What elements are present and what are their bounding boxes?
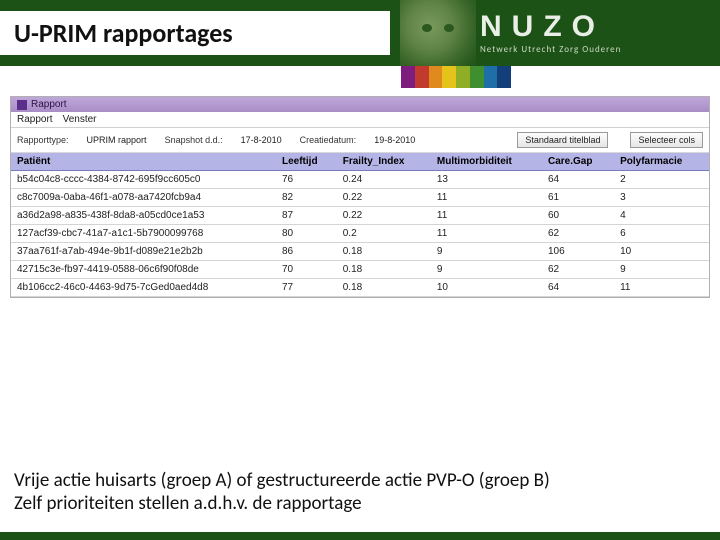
table-cell: 106: [542, 243, 614, 261]
nuzo-tagline: Netwerk Utrecht Zorg Ouderen: [480, 44, 720, 55]
meta-snapshot-value: 17-8-2010: [241, 135, 282, 145]
caption-line-1: Vrije actie huisarts (groep A) of gestru…: [14, 469, 710, 493]
slide-caption: Vrije actie huisarts (groep A) of gestru…: [14, 469, 710, 517]
table-cell: 11: [431, 207, 542, 225]
report-window: Rapport Rapport Venster Rapporttype: UPR…: [10, 96, 710, 298]
table-cell: 2: [614, 171, 709, 189]
column-header[interactable]: Care.Gap: [542, 153, 614, 171]
slide-header: U-PRIM rapportages NUZO Netwerk Utrecht …: [0, 0, 720, 66]
table-cell: 0.22: [337, 207, 431, 225]
column-header[interactable]: Patiënt: [11, 153, 276, 171]
table-cell: c8c7009a-0aba-46f1-a078-aa7420fcb9a4: [11, 189, 276, 207]
table-cell: 37aa761f-a7ab-494e-9b1f-d089e21e2b2b: [11, 243, 276, 261]
table-cell: 4b106cc2-46c0-4463-9d75-7cGed0aed4d8: [11, 279, 276, 297]
title-strip: U-PRIM rapportages: [0, 11, 390, 55]
window-titlebar[interactable]: Rapport: [11, 97, 709, 112]
table-cell: 9: [614, 261, 709, 279]
table-cell: 11: [431, 225, 542, 243]
nuzo-logo-block: NUZO Netwerk Utrecht Zorg Ouderen: [400, 0, 720, 66]
table-cell: 13: [431, 171, 542, 189]
table-cell: 0.18: [337, 261, 431, 279]
table-body: b54c04c8-cccc-4384-8742-695f9cc605c0760.…: [11, 171, 709, 297]
table-row[interactable]: 127acf39-cbc7-41a7-a1c1-5b7900099768800.…: [11, 225, 709, 243]
app-icon: [17, 100, 27, 110]
table-cell: 10: [614, 243, 709, 261]
column-header[interactable]: Multimorbiditeit: [431, 153, 542, 171]
color-bar: [442, 66, 456, 88]
color-bar: [415, 66, 429, 88]
table-cell: 11: [614, 279, 709, 297]
menubar: Rapport Venster: [11, 112, 709, 128]
table-cell: 87: [276, 207, 337, 225]
table-cell: 10: [431, 279, 542, 297]
table-cell: 6: [614, 225, 709, 243]
table-row[interactable]: 4b106cc2-46c0-4463-9d75-7cGed0aed4d8770.…: [11, 279, 709, 297]
column-header[interactable]: Leeftijd: [276, 153, 337, 171]
table-cell: 82: [276, 189, 337, 207]
table-cell: 9: [431, 261, 542, 279]
table-cell: 86: [276, 243, 337, 261]
column-header[interactable]: Frailty_Index: [337, 153, 431, 171]
table-cell: 76: [276, 171, 337, 189]
table-cell: 80: [276, 225, 337, 243]
color-bar: [401, 66, 415, 88]
table-cell: 64: [542, 171, 614, 189]
nuzo-logo-text: NUZO: [480, 12, 720, 42]
table-cell: 0.24: [337, 171, 431, 189]
color-bar: [484, 66, 498, 88]
table-cell: 0.18: [337, 243, 431, 261]
window-title: Rapport: [31, 99, 67, 110]
table-row[interactable]: 37aa761f-a7ab-494e-9b1f-d089e21e2b2b860.…: [11, 243, 709, 261]
report-meta-row: Rapporttype: UPRIM rapport Snapshot d.d.…: [11, 128, 709, 153]
color-bars: [401, 66, 511, 88]
meta-snapshot-label: Snapshot d.d.:: [165, 135, 223, 145]
table-cell: 70: [276, 261, 337, 279]
table-cell: 77: [276, 279, 337, 297]
table-row[interactable]: a36d2a98-a835-438f-8da8-a05cd0ce1a53870.…: [11, 207, 709, 225]
color-bar: [470, 66, 484, 88]
report-table: PatiëntLeeftijdFrailty_IndexMultimorbidi…: [11, 153, 709, 297]
menu-rapport[interactable]: Rapport: [17, 114, 53, 125]
table-cell: 0.2: [337, 225, 431, 243]
table-cell: 4: [614, 207, 709, 225]
meta-created-label: Creatiedatum:: [300, 135, 357, 145]
table-cell: 42715c3e-fb97-4419-0588-06c6f90f08de: [11, 261, 276, 279]
face-graphic: [400, 0, 476, 66]
meta-type-value: UPRIM rapport: [87, 135, 147, 145]
standard-titlepage-button[interactable]: Standaard titelblad: [517, 132, 608, 148]
table-cell: 0.18: [337, 279, 431, 297]
table-cell: 64: [542, 279, 614, 297]
table-cell: 62: [542, 225, 614, 243]
meta-created-value: 19-8-2010: [374, 135, 415, 145]
caption-line-2: Zelf prioriteiten stellen a.d.h.v. de ra…: [14, 492, 710, 516]
table-cell: a36d2a98-a835-438f-8da8-a05cd0ce1a53: [11, 207, 276, 225]
color-bar: [497, 66, 511, 88]
menu-venster[interactable]: Venster: [63, 114, 97, 125]
table-row[interactable]: 42715c3e-fb97-4419-0588-06c6f90f08de700.…: [11, 261, 709, 279]
table-cell: 60: [542, 207, 614, 225]
table-cell: 127acf39-cbc7-41a7-a1c1-5b7900099768: [11, 225, 276, 243]
table-cell: 11: [431, 189, 542, 207]
table-cell: 3: [614, 189, 709, 207]
footer-bar: [0, 532, 720, 540]
color-bar: [429, 66, 443, 88]
table-cell: 61: [542, 189, 614, 207]
table-cell: 62: [542, 261, 614, 279]
page-title: U-PRIM rapportages: [14, 17, 233, 49]
table-cell: 9: [431, 243, 542, 261]
column-header[interactable]: Polyfarmacie: [614, 153, 709, 171]
color-bar: [456, 66, 470, 88]
table-header-row: PatiëntLeeftijdFrailty_IndexMultimorbidi…: [11, 153, 709, 171]
table-cell: 0.22: [337, 189, 431, 207]
select-cols-button[interactable]: Selecteer cols: [630, 132, 703, 148]
table-cell: b54c04c8-cccc-4384-8742-695f9cc605c0: [11, 171, 276, 189]
table-row[interactable]: c8c7009a-0aba-46f1-a078-aa7420fcb9a4820.…: [11, 189, 709, 207]
table-row[interactable]: b54c04c8-cccc-4384-8742-695f9cc605c0760.…: [11, 171, 709, 189]
meta-type-label: Rapporttype:: [17, 135, 69, 145]
